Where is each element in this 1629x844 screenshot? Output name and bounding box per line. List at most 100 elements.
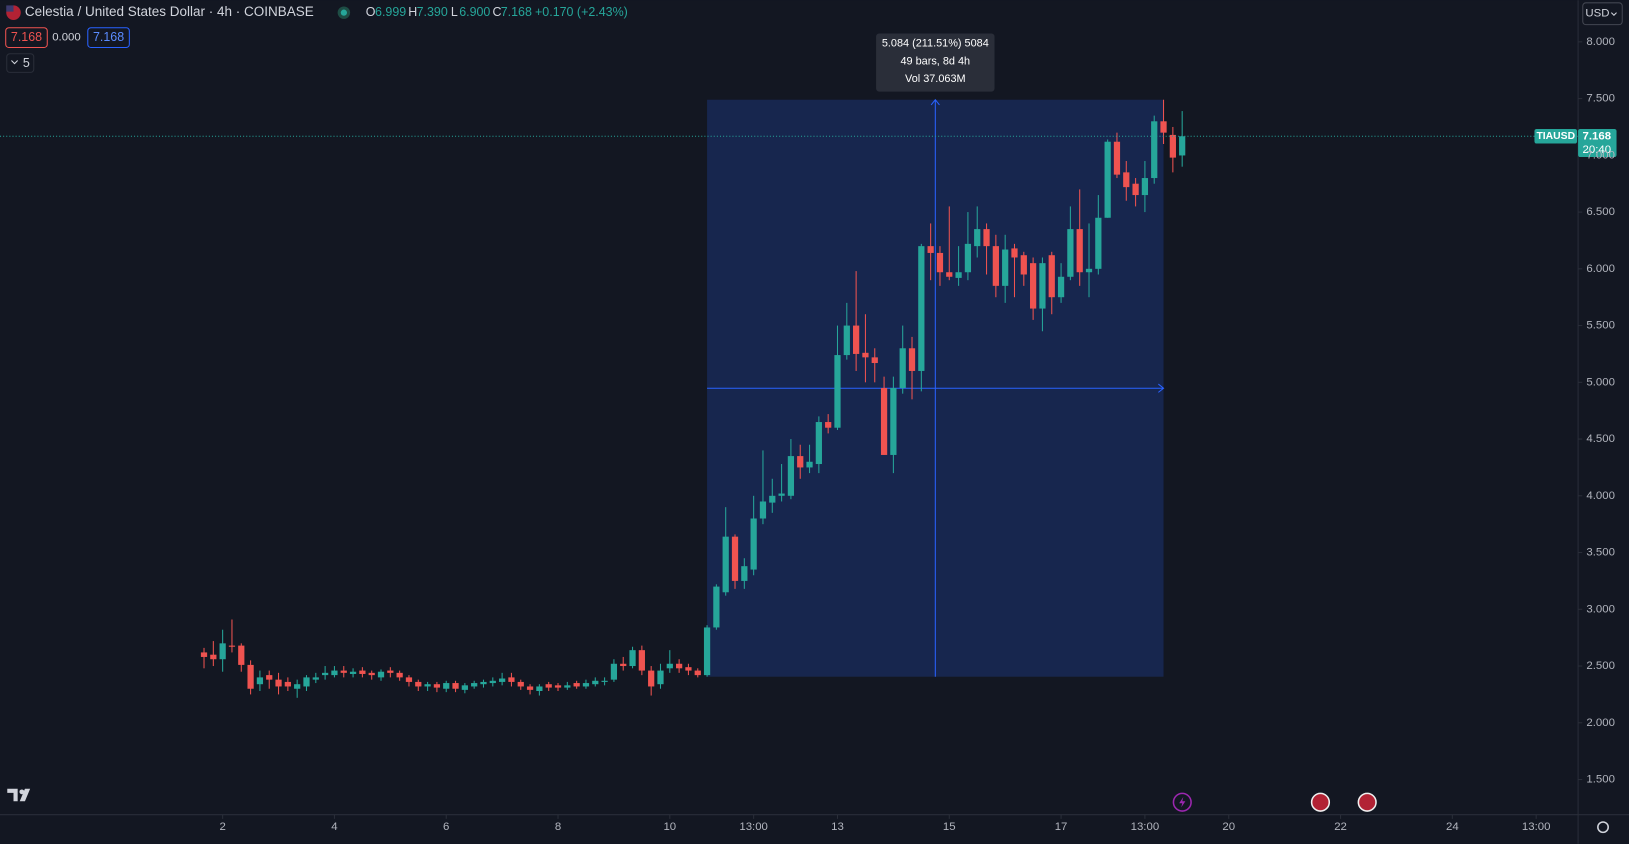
candle-body (1132, 183, 1139, 196)
candle-body (620, 663, 627, 667)
ohlc-value: 6.900 (459, 5, 490, 19)
y-tick-label: 7.500 (1586, 93, 1615, 105)
y-tick-label: 5.000 (1586, 376, 1615, 388)
spread: 0.000 (52, 32, 81, 44)
measure-tooltip-line: 49 bars, 8d 4h (900, 55, 970, 67)
x-tick-label: 10 (663, 821, 676, 833)
overlay: TIAUSD 7.168 20:40 5.084 (211.51%) 5084 49 b… (876, 33, 1617, 158)
countdown-label: 20:40 (1583, 144, 1612, 156)
candle-body (1160, 121, 1167, 133)
candle-body (238, 645, 245, 665)
candle-body (545, 684, 552, 688)
ohlc-label: L (451, 5, 458, 19)
candle-body (834, 355, 841, 428)
symbol-label: TIAUSD (1536, 131, 1575, 142)
candle-body (880, 387, 888, 455)
y-tick-label: 2.000 (1586, 717, 1615, 729)
x-tick-label: 20 (1222, 821, 1235, 833)
symbol-label-bg (1534, 129, 1578, 144)
indicators-count: 5 (23, 56, 30, 70)
price-label-bg (1578, 129, 1617, 158)
candle-body (275, 679, 282, 687)
candle-body (1095, 217, 1102, 269)
candle-body (648, 670, 655, 687)
candle-body (955, 272, 962, 278)
candle-body (247, 664, 254, 689)
event-icon[interactable] (1172, 792, 1192, 812)
indicators-toggle[interactable] (6, 53, 35, 73)
buy-button[interactable] (87, 27, 130, 48)
candle-body (722, 536, 729, 593)
candle-body (200, 652, 208, 657)
candle-body (843, 325, 850, 356)
y-tick-label: 6.000 (1586, 263, 1615, 275)
candle-body (377, 671, 385, 678)
candle-body (396, 672, 403, 678)
x-tick-label: 4 (331, 821, 338, 833)
candle-body (666, 663, 673, 669)
candle-body (1123, 172, 1130, 188)
candle-body (908, 348, 916, 371)
candle-body (582, 683, 590, 687)
x-tick-label: 13:00 (1131, 821, 1160, 833)
candle-body (1030, 263, 1037, 309)
candle-body (219, 643, 226, 660)
candle-body (340, 670, 347, 673)
candle-body (359, 670, 366, 674)
symbol-title[interactable]: Celestia / United States Dollar · 4h · C… (25, 4, 314, 19)
candle-body (526, 686, 534, 690)
candle-body (806, 461, 813, 468)
event-icon[interactable] (1357, 792, 1377, 812)
candle-body (601, 680, 608, 682)
ohlc-label: C (492, 5, 501, 19)
candle-body (452, 683, 459, 689)
y-tick-label: 6.500 (1586, 206, 1615, 218)
candle-body (778, 493, 785, 496)
currency-button[interactable] (1582, 2, 1623, 26)
settings-icon[interactable] (1597, 821, 1610, 834)
candle-body (210, 654, 217, 660)
measure-tooltip (876, 33, 995, 92)
candle-body (517, 681, 524, 687)
candle-body (853, 325, 860, 354)
chevron-icon (11, 60, 19, 65)
x-tick-label: 22 (1334, 821, 1347, 833)
x-tick-label: 13 (831, 821, 844, 833)
candle-body (266, 675, 273, 680)
candle-body (564, 685, 571, 688)
event-icon[interactable] (1310, 792, 1331, 812)
y-tick-label: 4.500 (1586, 433, 1615, 445)
candle-body (573, 683, 580, 687)
candle-body (1048, 255, 1055, 298)
candle-body (731, 536, 739, 581)
candle-body (918, 246, 925, 371)
candle-body (871, 357, 878, 364)
currency-label: USD (1585, 8, 1609, 20)
candle-body (974, 229, 981, 247)
candle-body (610, 663, 618, 680)
candle-body (554, 685, 562, 688)
candle-body (499, 678, 506, 682)
x-tick-label: 13:00 (739, 821, 768, 833)
x-tick-label: 17 (1055, 821, 1068, 833)
candle-body (629, 650, 636, 667)
candle-body (899, 348, 906, 388)
plot (0, 41, 1583, 819)
y-tick-label: 2.500 (1586, 660, 1615, 672)
candle-body (936, 252, 944, 273)
logo[interactable] (7, 788, 31, 802)
candle-body (890, 387, 897, 455)
x-tick-label: 15 (943, 821, 956, 833)
sell-button[interactable] (5, 27, 48, 48)
candle-body (685, 667, 692, 671)
candle-body (825, 422, 832, 428)
candle-body (461, 685, 468, 690)
candle-body (741, 566, 748, 581)
price-label: 7.168 (1583, 130, 1612, 142)
candle-body (964, 243, 972, 273)
candle-body (815, 422, 822, 465)
candle-body (508, 677, 515, 682)
candle-body (312, 677, 319, 680)
y-tick-label: 4.000 (1586, 490, 1615, 502)
